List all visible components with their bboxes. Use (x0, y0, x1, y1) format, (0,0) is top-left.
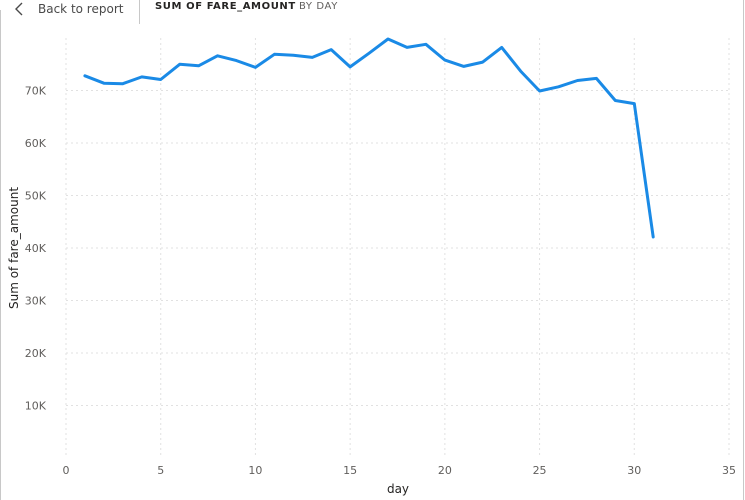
data-point[interactable] (329, 47, 334, 52)
data-point[interactable] (423, 42, 428, 47)
data-point[interactable] (404, 45, 409, 50)
gridlines (65, 38, 730, 458)
data-point[interactable] (613, 98, 618, 103)
x-tick-label: 20 (438, 464, 452, 477)
y-tick-label: 60K (25, 137, 47, 150)
x-tick-label: 5 (157, 464, 164, 477)
series-line (83, 37, 655, 239)
frame-border-left (0, 10, 1, 500)
data-point[interactable] (386, 37, 391, 42)
data-point[interactable] (632, 101, 637, 106)
data-point[interactable] (272, 52, 277, 57)
data-point[interactable] (101, 81, 106, 86)
chevron-left-icon (15, 2, 23, 15)
y-tick-label: 20K (25, 347, 47, 360)
data-point[interactable] (651, 234, 656, 239)
series-layer (82, 37, 656, 239)
visual-title-measure: SUM OF FARE_AMOUNT (155, 1, 296, 12)
top-bar: Back to report SUM OF FARE_AMOUNT BY DAY (0, 0, 745, 24)
frame-border-right (743, 0, 744, 500)
y-tick-label: 50K (25, 190, 47, 203)
y-axis-title: Sum of fare_amount (7, 187, 21, 309)
x-tick-label: 15 (343, 464, 357, 477)
x-tick-label: 10 (248, 464, 262, 477)
back-to-report-label: Back to report (38, 1, 124, 16)
data-point[interactable] (234, 58, 239, 63)
header-divider (139, 0, 140, 24)
data-point[interactable] (177, 62, 182, 67)
x-axis-ticks: 0 5 10 15 20 25 30 35 (63, 464, 737, 477)
data-point[interactable] (537, 89, 542, 94)
y-axis-ticks: 10K 20K 30K 40K 50K 60K 70K (25, 85, 47, 413)
data-point[interactable] (158, 77, 163, 82)
back-to-report-button[interactable]: Back to report (14, 0, 123, 17)
y-tick-label: 10K (25, 400, 47, 413)
x-tick-label: 25 (533, 464, 547, 477)
data-point[interactable] (461, 64, 466, 69)
data-point[interactable] (139, 74, 144, 79)
data-point[interactable] (480, 60, 485, 65)
data-point[interactable] (291, 53, 296, 58)
data-point[interactable] (367, 51, 372, 56)
data-point[interactable] (215, 53, 220, 58)
y-tick-label: 40K (25, 242, 47, 255)
x-tick-label: 30 (627, 464, 641, 477)
data-point[interactable] (310, 55, 315, 60)
data-point[interactable] (120, 81, 125, 86)
data-point[interactable] (442, 58, 447, 63)
y-tick-label: 30K (25, 295, 47, 308)
data-point[interactable] (82, 73, 87, 78)
data-point[interactable] (594, 76, 599, 81)
y-tick-label: 70K (25, 85, 47, 98)
data-point[interactable] (499, 45, 504, 50)
x-axis-title: day (387, 482, 409, 496)
data-point[interactable] (575, 78, 580, 83)
x-tick-label: 35 (722, 464, 736, 477)
data-point[interactable] (348, 64, 353, 69)
data-point[interactable] (556, 84, 561, 89)
visual-title-axis: BY DAY (299, 1, 338, 12)
x-tick-label: 0 (63, 464, 70, 477)
data-point[interactable] (253, 65, 258, 70)
data-point[interactable] (196, 63, 201, 68)
data-point[interactable] (518, 69, 523, 74)
